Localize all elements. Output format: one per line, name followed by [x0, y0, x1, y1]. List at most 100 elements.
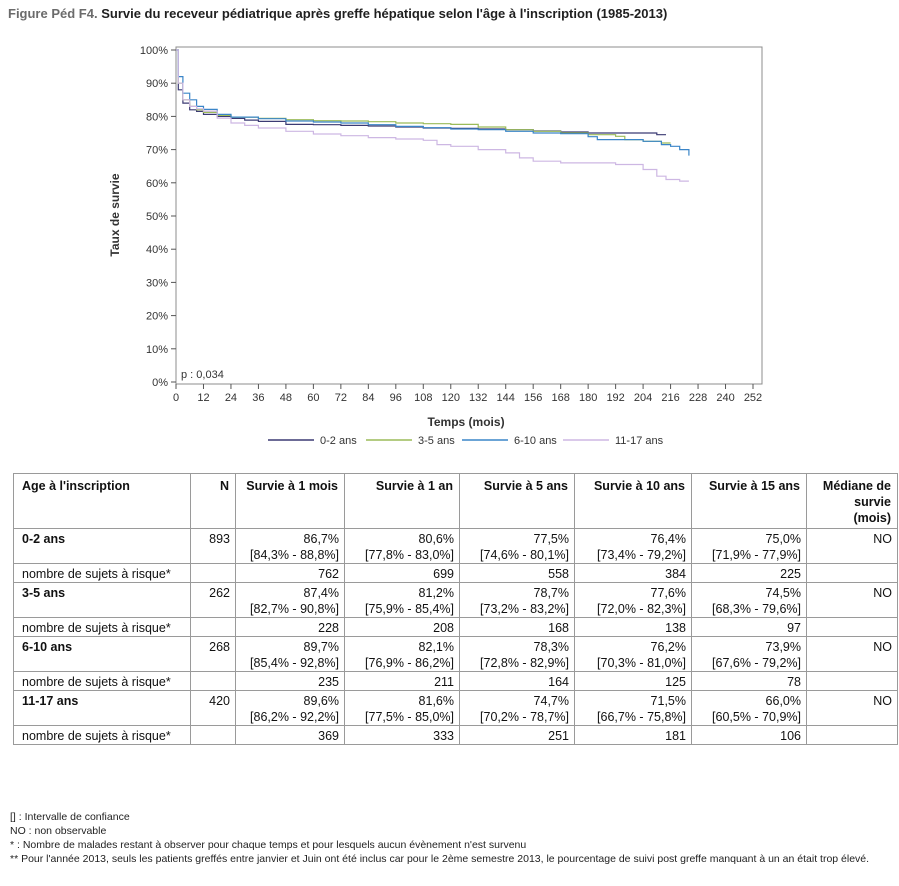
- survival-value: 89,6%: [303, 694, 339, 708]
- y-tick-label: 10%: [146, 344, 168, 356]
- confidence-interval: [67,6% - 79,2%]: [712, 656, 801, 670]
- survival-value: 71,5%: [650, 694, 686, 708]
- survival-cell: 81,6% [77,5% - 85,0%]: [344, 690, 460, 726]
- x-tick-label: 252: [744, 392, 762, 404]
- survival-value: 78,3%: [533, 640, 569, 654]
- at-risk-count: 762: [235, 563, 345, 583]
- legend: 0-2 ans 3-5 ans 6-10 ans 11-17 ans: [268, 435, 664, 447]
- y-tick-label: 30%: [146, 277, 168, 289]
- x-tick-label: 96: [390, 392, 402, 404]
- x-tick-label: 12: [197, 392, 209, 404]
- footnote-ci: [] : Intervalle de confiance: [10, 811, 130, 823]
- table-row: 6-10 ans 268 89,7% [85,4% - 92,8%] 82,1% [76,…: [13, 636, 898, 672]
- at-risk-count: 181: [574, 725, 692, 745]
- confidence-interval: [66,7% - 75,8%]: [597, 710, 686, 724]
- figure-label: Figure Péd F4.: [8, 6, 98, 21]
- empty-cell: [806, 563, 898, 583]
- survival-value: 81,6%: [418, 694, 454, 708]
- confidence-interval: [60,5% - 70,9%]: [712, 710, 801, 724]
- x-tick-label: 204: [634, 392, 652, 404]
- survival-value: 77,6%: [650, 586, 686, 600]
- survival-value: 82,1%: [418, 640, 454, 654]
- at-risk-count: 211: [344, 671, 460, 691]
- confidence-interval: [77,5% - 85,0%]: [365, 710, 454, 724]
- x-tick-label: 216: [661, 392, 679, 404]
- at-risk-count: 97: [691, 617, 807, 637]
- at-risk-count: 78: [691, 671, 807, 691]
- survival-cell: 86,7% [84,3% - 88,8%]: [235, 528, 345, 564]
- n-count: 893: [190, 528, 236, 564]
- x-tick-label: 48: [280, 392, 292, 404]
- at-risk-label: nombre de sujets à risque*: [13, 617, 191, 637]
- at-risk-count: 699: [344, 563, 460, 583]
- age-group: 6-10 ans: [13, 636, 191, 672]
- median-survival: NO: [806, 528, 898, 564]
- survival-value: 66,0%: [765, 694, 801, 708]
- confidence-interval: [76,9% - 86,2%]: [365, 656, 454, 670]
- survival-cell: 81,2% [75,9% - 85,4%]: [344, 582, 460, 618]
- confidence-interval: [72,0% - 82,3%]: [597, 602, 686, 616]
- at-risk-row: nombre de sujets à risque* 762 699 558 384 22…: [13, 563, 898, 583]
- age-group: 3-5 ans: [13, 582, 191, 618]
- header-1-year: Survie à 1 an: [344, 473, 460, 529]
- legend-label: 6-10 ans: [514, 435, 557, 447]
- table-row: 3-5 ans 262 87,4% [82,7% - 90,8%] 81,2% [75,9…: [13, 582, 898, 618]
- median-survival: NO: [806, 690, 898, 726]
- n-count: 268: [190, 636, 236, 672]
- x-tick-label: 240: [716, 392, 734, 404]
- x-tick-label: 192: [606, 392, 624, 404]
- at-risk-label: nombre de sujets à risque*: [13, 725, 191, 745]
- survival-value: 74,7%: [533, 694, 569, 708]
- survival-value: 77,5%: [533, 532, 569, 546]
- at-risk-count: 125: [574, 671, 692, 691]
- survival-value: 87,4%: [303, 586, 339, 600]
- plot-frame: [175, 46, 763, 385]
- survival-value: 74,5%: [765, 586, 801, 600]
- x-tick-label: 228: [689, 392, 707, 404]
- y-tick-label: 100%: [140, 45, 168, 57]
- header-1-month: Survie à 1 mois: [235, 473, 345, 529]
- survival-cell: 89,6% [86,2% - 92,2%]: [235, 690, 345, 726]
- y-axis-label: Taux de survie: [108, 173, 122, 256]
- confidence-interval: [68,3% - 79,6%]: [712, 602, 801, 616]
- at-risk-count: 558: [459, 563, 575, 583]
- at-risk-label: nombre de sujets à risque*: [13, 563, 191, 583]
- survival-table: Age à l'inscription N Survie à 1 mois Su…: [13, 473, 898, 745]
- x-tick-label: 0: [173, 392, 179, 404]
- at-risk-count: 235: [235, 671, 345, 691]
- x-tick-label: 108: [414, 392, 432, 404]
- survival-value: 73,9%: [765, 640, 801, 654]
- confidence-interval: [73,2% - 83,2%]: [480, 602, 569, 616]
- x-tick-label: 180: [579, 392, 597, 404]
- at-risk-count: 369: [235, 725, 345, 745]
- at-risk-row: nombre de sujets à risque* 369 333 251 181 10…: [13, 725, 898, 745]
- confidence-interval: [72,8% - 82,9%]: [480, 656, 569, 670]
- p-value-annotation: p : 0,034: [181, 369, 224, 381]
- empty-cell: [190, 617, 236, 637]
- x-tick-label: 24: [225, 392, 237, 404]
- at-risk-count: 225: [691, 563, 807, 583]
- at-risk-count: 228: [235, 617, 345, 637]
- at-risk-count: 333: [344, 725, 460, 745]
- x-tick-label: 72: [335, 392, 347, 404]
- x-tick-label: 120: [442, 392, 460, 404]
- empty-cell: [190, 725, 236, 745]
- series-line-4: [176, 49, 689, 182]
- x-tick-label: 84: [362, 392, 374, 404]
- x-tick-label: 156: [524, 392, 542, 404]
- at-risk-count: 106: [691, 725, 807, 745]
- y-tick-label: 20%: [146, 311, 168, 323]
- footnote-2013: ** Pour l'année 2013, seuls les patients…: [10, 853, 870, 865]
- survival-value: 76,4%: [650, 532, 686, 546]
- survival-value: 76,2%: [650, 640, 686, 654]
- age-group: 11-17 ans: [13, 690, 191, 726]
- at-risk-count: 208: [344, 617, 460, 637]
- confidence-interval: [71,9% - 77,9%]: [712, 548, 801, 562]
- x-tick-label: 132: [469, 392, 487, 404]
- confidence-interval: [86,2% - 92,2%]: [250, 710, 339, 724]
- table-row: 11-17 ans 420 89,6% [86,2% - 92,2%] 81,6% [77…: [13, 690, 898, 726]
- y-tick-label: 0%: [152, 377, 168, 389]
- confidence-interval: [75,9% - 85,4%]: [365, 602, 454, 616]
- y-axis: 0% 10% 20% 30% 40% 50% 60% 70% 80% 90% 100%: [140, 45, 176, 389]
- series-line-2: [176, 49, 671, 144]
